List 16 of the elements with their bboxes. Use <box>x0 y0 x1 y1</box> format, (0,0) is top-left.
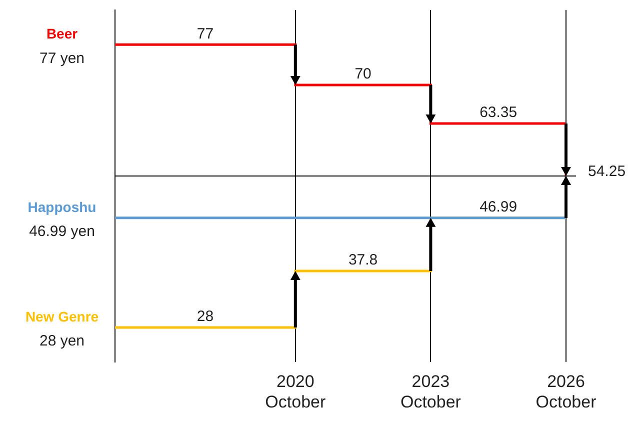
text: 28 yen <box>39 332 85 350</box>
data-label: 28 <box>196 308 214 326</box>
text: 77 yen <box>39 50 85 67</box>
ref-line-label: 54.25 <box>588 163 626 180</box>
data-label: 46.99 <box>480 198 518 216</box>
data-label: 63.35 <box>480 104 518 122</box>
x-tick-label: 2026 October <box>536 372 597 412</box>
data-label: 77 <box>196 25 214 42</box>
series-label: Happoshu <box>28 198 96 215</box>
x-tick-label: 2020 October <box>265 372 326 412</box>
text: Beer <box>46 26 78 42</box>
series-label: New Genre <box>25 308 99 324</box>
x-tick-label: 2023 October <box>400 372 462 412</box>
text: 46.99 yen <box>29 223 95 240</box>
data-label: 70 <box>354 66 372 83</box>
data-label: 37.8 <box>348 252 378 269</box>
